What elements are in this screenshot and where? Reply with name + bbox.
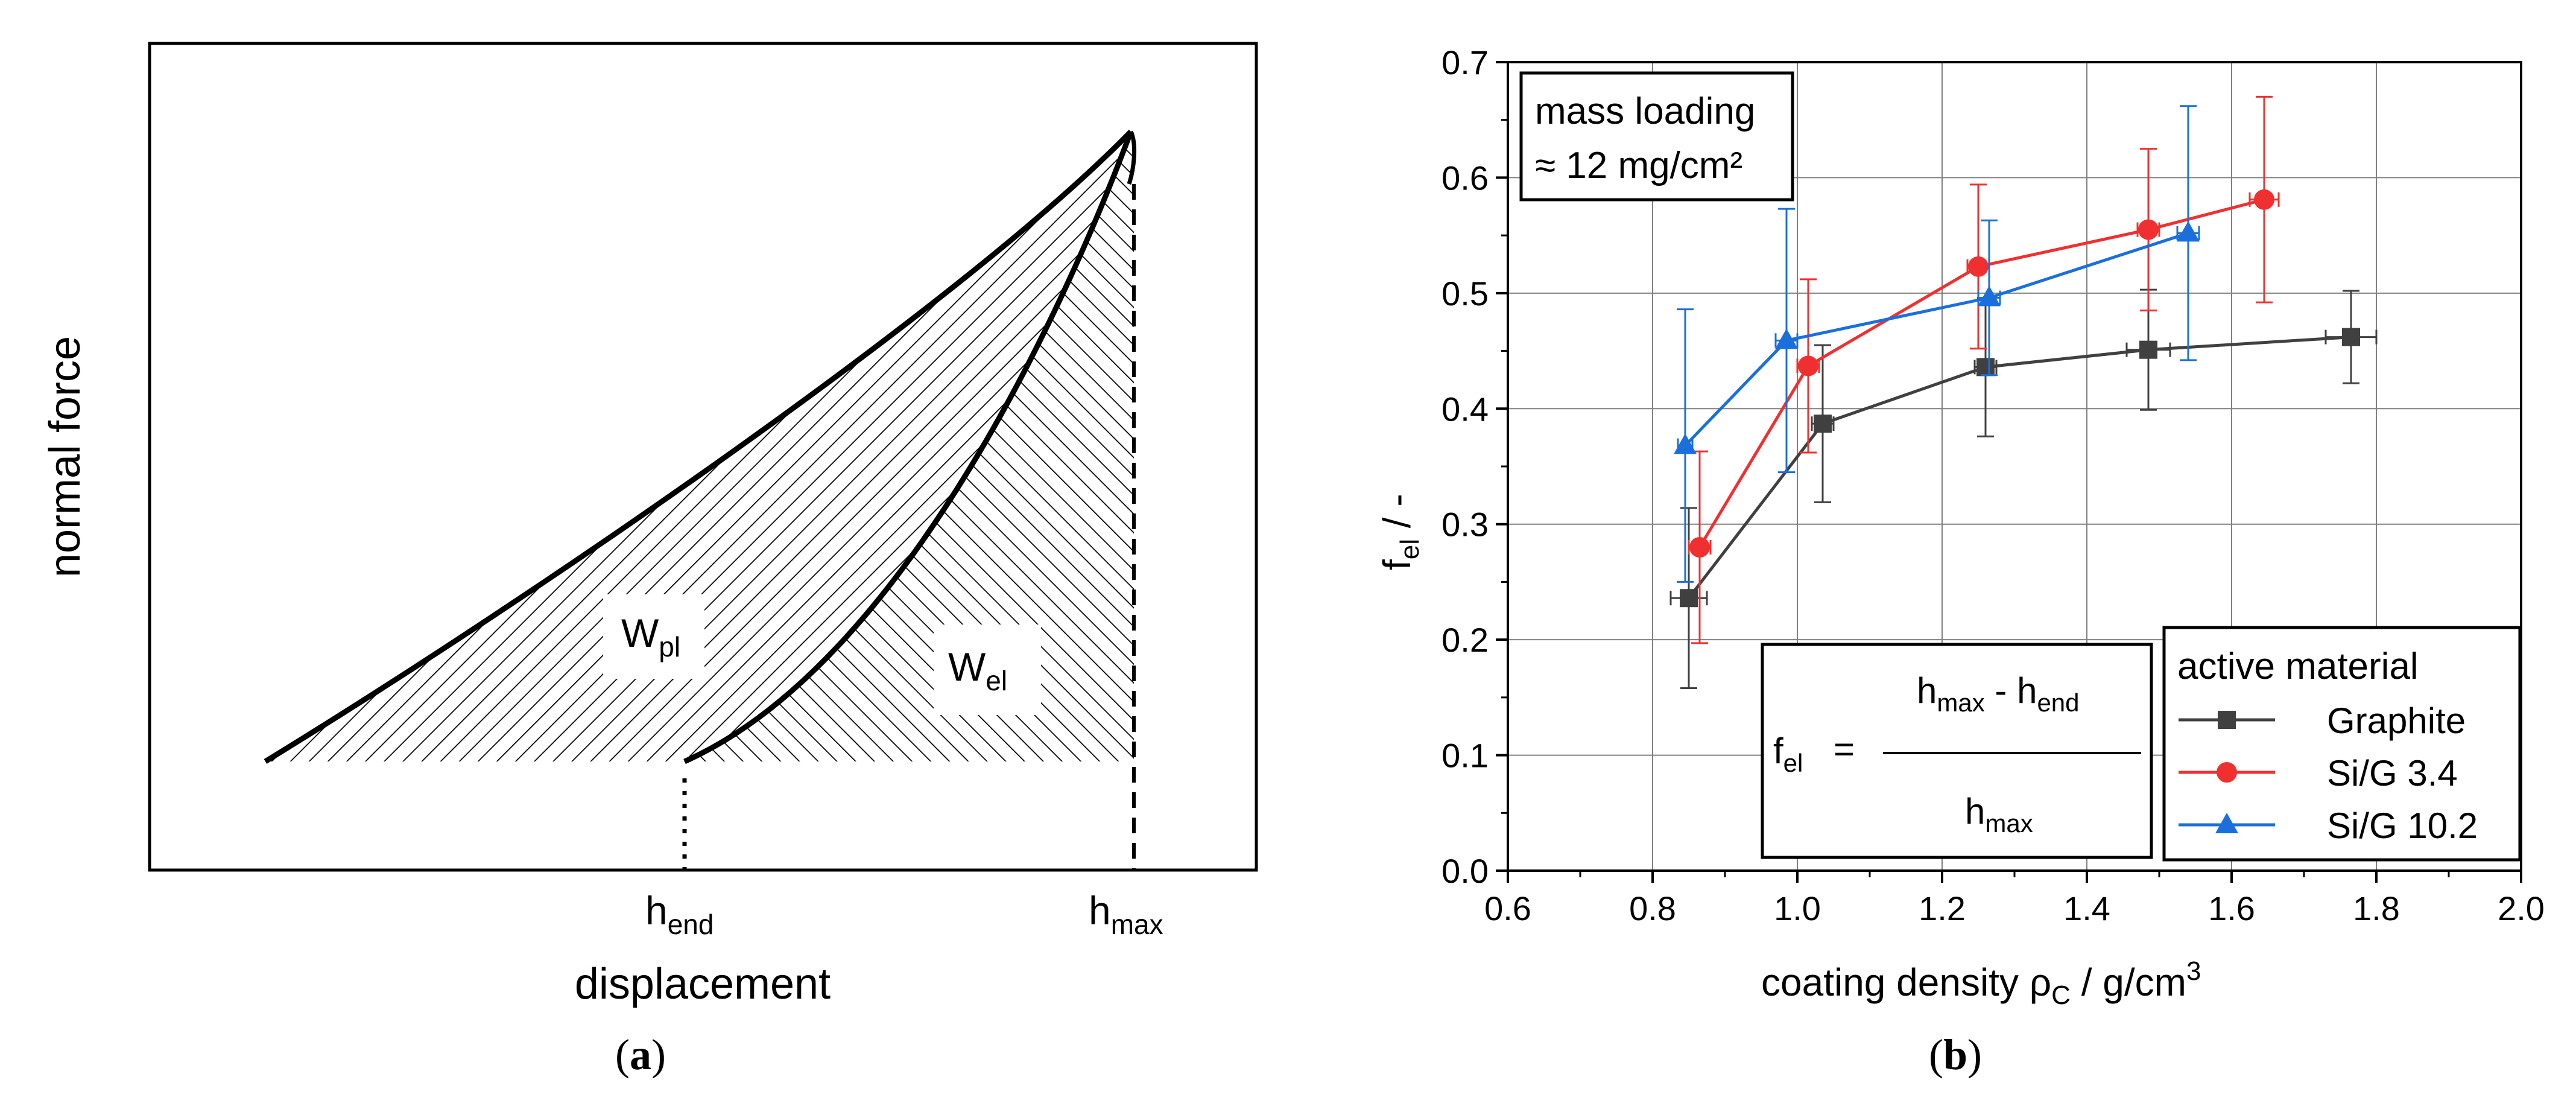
y-tick-label: 0.7 bbox=[1441, 43, 1489, 81]
legend-marker bbox=[2218, 711, 2236, 729]
x-tick-label: 1.6 bbox=[2208, 889, 2255, 927]
x-tick-labels: 0.6 0.8 1.0 1.2 1.4 1.6 1.8 2.0 bbox=[1484, 889, 2545, 927]
y-tick-label: 0.1 bbox=[1441, 737, 1489, 775]
normal-force-axis-label: normal force bbox=[41, 336, 89, 577]
mass-loading-line2: ≈ 12 mg/cm² bbox=[1535, 145, 1742, 186]
data-point bbox=[1814, 415, 1832, 433]
formula-denominator: hmax bbox=[1965, 791, 2033, 837]
legend-entries: Graphite Si/G 3.4 Si/G 10.2 bbox=[2179, 701, 2478, 846]
panel-a-caption: (a) bbox=[615, 1031, 666, 1079]
y-tick-label: 0.3 bbox=[1441, 506, 1489, 544]
y-tick-label: 0.0 bbox=[1441, 852, 1489, 890]
w-el-label: Wel bbox=[948, 644, 1007, 696]
series-2 bbox=[1674, 105, 2200, 583]
data-point bbox=[1798, 355, 1818, 377]
data-point bbox=[2254, 189, 2274, 210]
panel-b-caption: (b) bbox=[1929, 1031, 1982, 1079]
x-tick-label: 1.8 bbox=[2353, 889, 2400, 927]
y-tick-label: 0.2 bbox=[1441, 621, 1489, 659]
data-point bbox=[1775, 328, 1798, 349]
h-end-label: hend bbox=[645, 888, 714, 940]
unloading-curve-tip bbox=[1127, 130, 1137, 185]
data-point bbox=[1680, 589, 1698, 608]
series-0 bbox=[1669, 288, 2378, 690]
data-point bbox=[1976, 358, 1995, 377]
data-point bbox=[1978, 285, 2001, 307]
legend-label: Si/G 3.4 bbox=[2327, 753, 2458, 793]
y-tick-label: 0.5 bbox=[1441, 275, 1489, 313]
data-point bbox=[2342, 328, 2360, 346]
y-tick-label: 0.6 bbox=[1441, 159, 1489, 197]
panel-a-frame bbox=[148, 42, 1258, 872]
data-point bbox=[2177, 221, 2200, 242]
x-tick-label: 1.4 bbox=[2063, 889, 2110, 927]
formula-lhs: fel bbox=[1773, 731, 1803, 777]
mass-loading-line1: mass loading bbox=[1535, 91, 1755, 132]
formula-box bbox=[1761, 643, 2153, 859]
series-line bbox=[1688, 335, 2352, 599]
formula-numerator: hmax - hend bbox=[1917, 670, 2080, 717]
legend-marker bbox=[2215, 813, 2238, 833]
data-point bbox=[1689, 537, 1710, 558]
mass-loading-box bbox=[1519, 71, 1794, 202]
x-tick-label: 2.0 bbox=[2498, 889, 2545, 927]
legend-label: Graphite bbox=[2327, 701, 2466, 741]
legend-title: active material bbox=[2177, 646, 2419, 687]
legend-label: Si/G 10.2 bbox=[2327, 806, 2478, 846]
y-axis-label: fel / - bbox=[1375, 494, 1425, 570]
x-tick-label: 0.8 bbox=[1629, 889, 1676, 927]
elastic-work-area bbox=[685, 132, 1134, 761]
data-point bbox=[1968, 256, 1989, 277]
series-line bbox=[1684, 231, 2189, 447]
x-tick-label: 1.0 bbox=[1774, 889, 1821, 927]
loading-curve bbox=[264, 129, 1133, 764]
panel-a: Wpl Wel normal force displacement hend h… bbox=[41, 42, 1258, 1079]
w-pl-label-box bbox=[603, 594, 704, 679]
y-tick-label: 0.4 bbox=[1441, 390, 1489, 428]
w-pl-label: Wpl bbox=[621, 611, 680, 663]
data-point bbox=[1674, 433, 1697, 454]
series-1 bbox=[1688, 95, 2280, 644]
data-point bbox=[2139, 340, 2157, 359]
y-tick-labels: 0.0 0.1 0.2 0.3 0.4 0.5 0.6 0.7 bbox=[1441, 43, 1489, 890]
displacement-axis-label: displacement bbox=[575, 960, 831, 1008]
legend-marker bbox=[2217, 762, 2237, 783]
x-tick-label: 1.2 bbox=[1919, 889, 1966, 927]
x-tick-label: 0.6 bbox=[1484, 889, 1531, 927]
x-axis-label: coating density ρC / g/cm3 bbox=[1761, 956, 2201, 1010]
legend: active material Graphite Si/G 3.4 Si/G 10.… bbox=[2162, 626, 2522, 862]
h-max-label: hmax bbox=[1089, 888, 1163, 940]
formula-equals: = bbox=[1834, 729, 1855, 769]
data-point bbox=[2138, 219, 2159, 240]
unloading-curve bbox=[683, 130, 1134, 764]
series-layer bbox=[1669, 95, 2378, 690]
axis-ticks bbox=[1496, 61, 2522, 883]
panel-b: 0.6 0.8 1.0 1.2 1.4 1.6 1.8 2.0 0.0 0.1 0.2 0.3 0.4… bbox=[1375, 43, 2545, 1079]
w-el-label-box bbox=[934, 625, 1041, 715]
